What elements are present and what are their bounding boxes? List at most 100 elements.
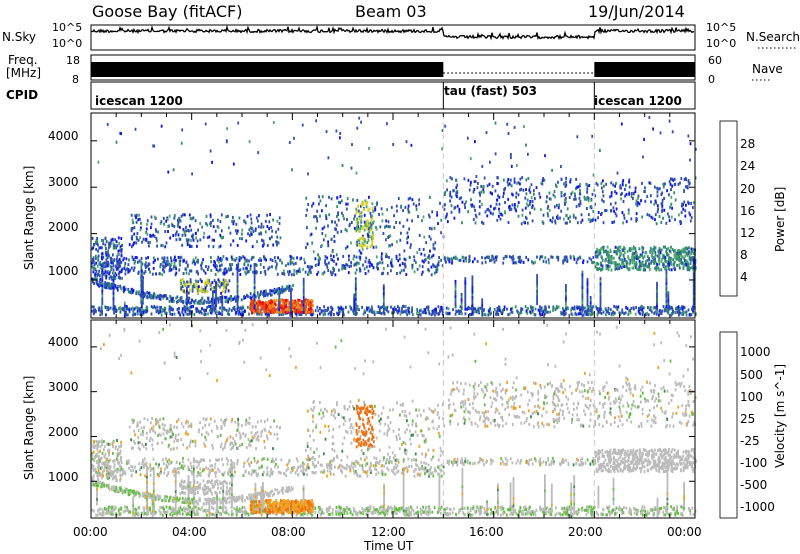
echo-cell <box>547 214 549 218</box>
echo-cell <box>327 240 329 244</box>
echo-cell <box>623 251 626 255</box>
echo-cell <box>487 313 490 317</box>
chart-title-beam: Beam 03 <box>355 2 427 21</box>
echo-cell <box>335 506 338 509</box>
echo-cell <box>290 290 292 294</box>
echo-cell <box>517 214 520 218</box>
echo-cell <box>641 260 644 264</box>
echo-cell <box>375 245 378 249</box>
echo-cell <box>287 272 290 276</box>
echo-cell <box>662 506 665 509</box>
echo-cell <box>589 306 592 310</box>
echo-cell <box>99 277 102 281</box>
echo-cell <box>454 285 457 288</box>
echo-cell <box>221 303 224 306</box>
echo-cell <box>382 307 385 311</box>
echo-cell <box>454 295 457 299</box>
echo-cell <box>474 208 476 212</box>
echo-cell <box>491 184 494 188</box>
echo-cell <box>283 289 285 293</box>
echo-cell <box>680 312 683 316</box>
echo-cell <box>421 270 424 274</box>
echo-cell <box>431 309 434 313</box>
echo-cell <box>557 305 560 309</box>
echo-cell <box>236 229 239 233</box>
echo-cell <box>120 287 123 291</box>
echo-cell <box>672 263 675 267</box>
echo-cell <box>513 261 516 265</box>
echo-cell <box>679 512 682 516</box>
echo-cell <box>586 207 588 210</box>
echo-cell <box>581 314 584 317</box>
echo-cell <box>654 306 657 310</box>
echo-cell <box>556 217 559 221</box>
echo-cell <box>277 227 280 231</box>
echo-cell <box>668 263 671 267</box>
echo-cell <box>585 309 587 313</box>
echo-cell <box>507 132 510 135</box>
echo-cell <box>692 512 695 516</box>
echo-cell <box>602 179 604 183</box>
echo-cell <box>454 297 457 301</box>
echo-cell <box>157 257 159 261</box>
echo-cell <box>215 299 217 303</box>
echo-cell <box>279 291 282 295</box>
echo-cell <box>295 269 298 273</box>
echo-cell <box>619 264 622 268</box>
echo-cell <box>141 274 143 278</box>
echo-cell <box>332 255 335 258</box>
echo-cell <box>682 508 685 512</box>
echo-cell <box>606 253 609 256</box>
echo-cell <box>227 309 230 313</box>
echo-cell <box>658 262 661 266</box>
echo-cell <box>255 301 258 305</box>
echo-cell <box>120 254 123 258</box>
echo-cell <box>271 300 273 304</box>
echo-cell <box>318 195 320 199</box>
power-y-tick: 3000 <box>48 175 79 189</box>
echo-cell <box>228 279 231 283</box>
echo-cell <box>429 237 432 241</box>
echo-cell <box>534 260 536 264</box>
echo-cell <box>599 302 602 306</box>
echo-cell <box>167 170 170 174</box>
echo-cell <box>299 303 301 307</box>
echo-cell <box>153 144 156 148</box>
echo-cell <box>292 283 294 287</box>
echo-cell <box>212 263 215 267</box>
echo-cell <box>479 193 481 197</box>
echo-cell <box>690 313 693 317</box>
echo-cell <box>522 220 525 224</box>
echo-cell <box>164 265 166 269</box>
echo-cell <box>405 140 408 144</box>
echo-cell <box>160 220 163 224</box>
freq-block-1 <box>91 62 444 77</box>
echo-cell <box>663 254 665 258</box>
echo-cell <box>203 299 206 303</box>
echo-cell <box>187 291 190 295</box>
echo-cell <box>646 255 649 259</box>
echo-cell <box>692 258 695 262</box>
echo-cell <box>215 301 217 305</box>
echo-cell <box>166 260 169 264</box>
echo-cell <box>374 511 377 515</box>
echo-cell <box>99 283 102 287</box>
echo-cell <box>145 230 147 234</box>
echo-cell <box>687 246 690 250</box>
echo-cell <box>354 214 356 218</box>
echo-cell <box>119 306 122 310</box>
echo-cell <box>534 313 537 317</box>
echo-cell <box>278 292 281 296</box>
echo-cell <box>578 196 581 200</box>
echo-cell <box>656 194 659 198</box>
echo-cell <box>219 235 222 239</box>
echo-cell <box>190 244 193 248</box>
echo-cell <box>683 200 686 204</box>
echo-cell <box>253 293 256 297</box>
echo-cell <box>570 308 573 312</box>
echo-cell <box>183 283 185 287</box>
echo-cell <box>639 264 642 268</box>
echo-cell <box>641 253 643 257</box>
echo-cell <box>529 211 531 215</box>
echo-cell <box>140 265 143 269</box>
